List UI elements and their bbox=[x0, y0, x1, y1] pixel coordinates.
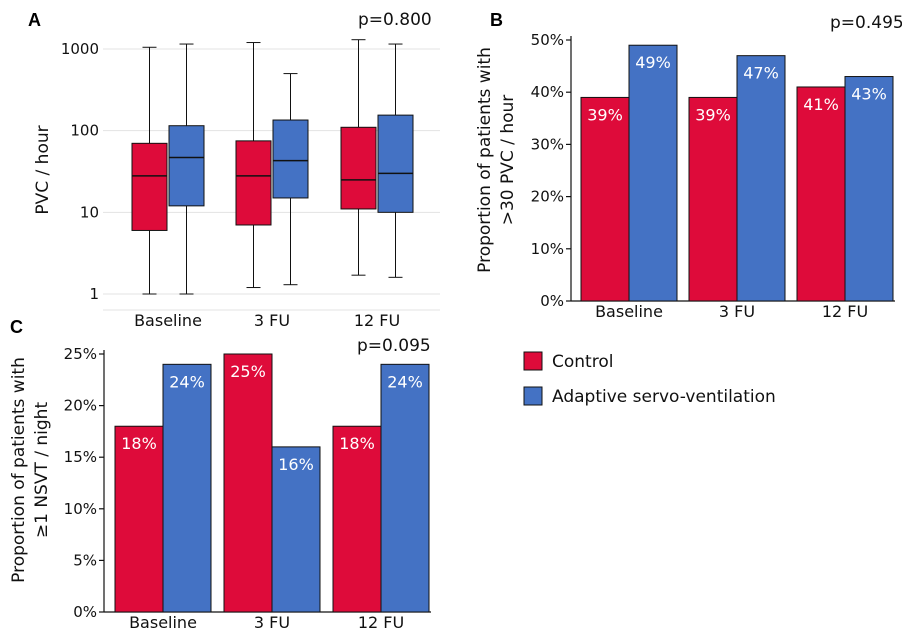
panel-c-bar-label: 18% bbox=[121, 434, 157, 453]
panel-c-bar-label: 16% bbox=[278, 455, 314, 474]
panel-c-bars: 18% 24% 25% 16% 18% 24% bbox=[114, 353, 430, 613]
panel-a-ytick-label: 1 bbox=[89, 285, 99, 303]
panel-a-category-label: 3 FU bbox=[254, 311, 290, 330]
panel-b-bar-asv bbox=[736, 55, 786, 302]
panel-c-ytick-label: 0% bbox=[73, 603, 97, 621]
panel-b-category-label: 12 FU bbox=[822, 302, 868, 321]
panel-a-letter: A bbox=[28, 10, 41, 30]
panel-c-category-label: 3 FU bbox=[254, 613, 290, 631]
panel-c-bar-label: 18% bbox=[339, 434, 375, 453]
panel-c-ytick-label: 15% bbox=[64, 448, 97, 466]
panel-c-bar-asv bbox=[271, 446, 321, 613]
panel-c-bar-control bbox=[114, 425, 164, 613]
panel-c-bar-control bbox=[332, 425, 382, 613]
panel-a-yticks: 1 10 100 1000 bbox=[61, 40, 99, 303]
panel-b-categories: Baseline 3 FU 12 FU bbox=[595, 302, 868, 321]
box-control bbox=[131, 142, 168, 231]
panel-b-bar-label: 39% bbox=[695, 105, 731, 124]
box-control bbox=[340, 126, 377, 210]
panel-c-bar-label: 24% bbox=[387, 372, 423, 391]
panel-b-bars: 39% 49% 39% 47% 41% 43% bbox=[580, 44, 894, 302]
panel-b-bar-asv bbox=[628, 44, 678, 302]
panel-c-ylabel-line2: ≥1 NSVT / night bbox=[32, 402, 52, 539]
panel-a-boxes bbox=[131, 39, 414, 295]
panel-c-ytick-label: 5% bbox=[73, 551, 97, 569]
panel-c-ytick-label: 10% bbox=[64, 500, 97, 518]
panel-a-category-label: Baseline bbox=[134, 311, 202, 330]
panel-c-ytick-label: 25% bbox=[64, 345, 97, 363]
legend: Control Adaptive servo-ventilation bbox=[523, 351, 776, 407]
panel-c-bar-label: 24% bbox=[169, 372, 205, 391]
panel-b-bar-label: 47% bbox=[743, 64, 779, 83]
box-control bbox=[235, 140, 272, 226]
panel-b-ytick-label: 20% bbox=[531, 188, 564, 206]
panel-a: A p=0.800 PVC / hour 1 10 100 1000 Baseline… bbox=[28, 10, 440, 330]
panel-c-categories: Baseline 3 FU 12 FU bbox=[129, 613, 404, 631]
legend-label-asv: Adaptive servo-ventilation bbox=[552, 387, 776, 407]
panel-b-category-label: Baseline bbox=[595, 302, 663, 321]
panel-a-category-label: 12 FU bbox=[354, 311, 400, 330]
panel-b-ytick-label: 40% bbox=[531, 83, 564, 101]
panel-c-bar-control bbox=[223, 353, 273, 613]
box-asv bbox=[272, 119, 309, 199]
panel-b-bar-control bbox=[796, 86, 846, 302]
legend-swatch-asv bbox=[523, 386, 543, 406]
panel-b-ylabel-line1: Proportion of patients with bbox=[475, 47, 495, 273]
panel-c: C p=0.095 Proportion of patients with ≥1… bbox=[9, 317, 431, 631]
panel-b-bar-control bbox=[580, 96, 630, 302]
panel-b-ytick-label: 50% bbox=[531, 31, 564, 49]
panel-b-ytick-label: 30% bbox=[531, 135, 564, 153]
panel-b-pvalue: p=0.495 bbox=[830, 13, 902, 33]
panel-b-ylabel-line2: >30 PVC / hour bbox=[498, 95, 518, 226]
panel-b-bar-label: 43% bbox=[851, 85, 887, 104]
panel-a-categories: Baseline 3 FU 12 FU bbox=[134, 311, 400, 330]
panel-b-ytick-label: 0% bbox=[540, 292, 564, 310]
panel-c-bar-asv bbox=[380, 363, 430, 613]
panel-a-ytick-label: 1000 bbox=[61, 40, 99, 58]
panel-b-bar-label: 41% bbox=[803, 95, 839, 114]
panel-a-ytick-label: 100 bbox=[70, 122, 99, 140]
panel-c-category-label: Baseline bbox=[129, 613, 197, 631]
legend-item-control: Control bbox=[523, 351, 613, 372]
panel-c-ylabel-line1: Proportion of patients with bbox=[9, 357, 29, 583]
panel-c-category-label: 12 FU bbox=[358, 613, 404, 631]
panel-b-bar-label: 39% bbox=[587, 105, 623, 124]
panel-c-ytick-label: 20% bbox=[64, 397, 97, 415]
panel-b-ytick-label: 10% bbox=[531, 240, 564, 258]
panel-a-ylabel: PVC / hour bbox=[33, 125, 53, 214]
panel-c-letter: C bbox=[10, 317, 23, 337]
panel-b: B p=0.495 Proportion of patients with >3… bbox=[475, 10, 902, 321]
panel-b-bar-asv bbox=[844, 76, 894, 302]
panel-c-pvalue: p=0.095 bbox=[357, 336, 431, 356]
panel-c-bar-asv bbox=[162, 363, 212, 613]
legend-label-control: Control bbox=[552, 352, 613, 372]
panel-a-ytick-label: 10 bbox=[80, 203, 99, 221]
legend-item-asv: Adaptive servo-ventilation bbox=[523, 386, 776, 407]
panel-b-bar-control bbox=[688, 96, 738, 302]
panel-b-category-label: 3 FU bbox=[719, 302, 755, 321]
panel-b-letter: B bbox=[490, 10, 503, 30]
legend-swatch-control bbox=[523, 351, 543, 371]
panel-b-bar-label: 49% bbox=[635, 53, 671, 72]
panel-c-bar-label: 25% bbox=[230, 362, 266, 381]
box-asv bbox=[377, 114, 414, 213]
box-asv bbox=[168, 125, 205, 207]
panel-a-pvalue: p=0.800 bbox=[358, 10, 432, 30]
